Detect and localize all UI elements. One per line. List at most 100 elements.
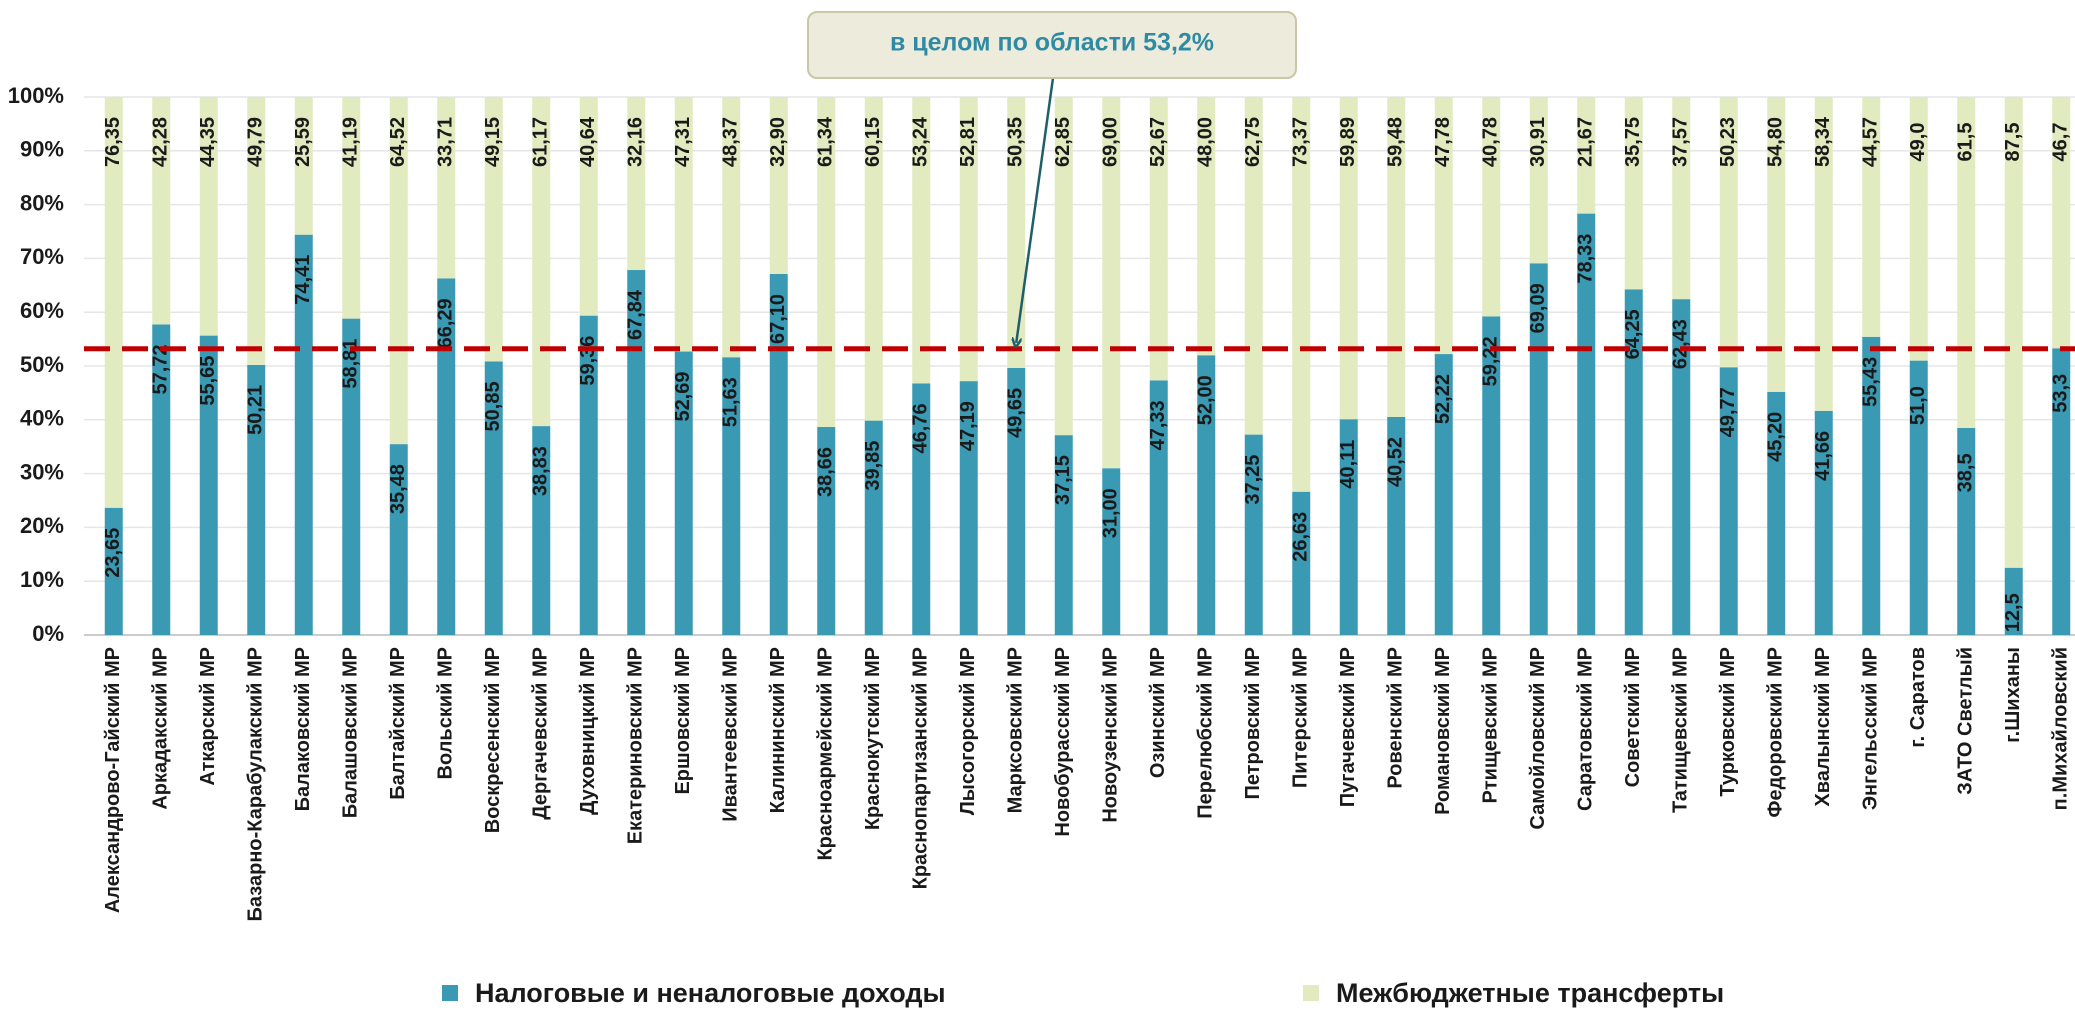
data-label: 37,15 — [1052, 455, 1074, 505]
x-tick-label: Краснокутский МР — [862, 647, 884, 830]
data-label: 31,00 — [1100, 488, 1122, 538]
bar-segment — [152, 97, 171, 325]
bar-segment — [532, 426, 551, 635]
x-tick-label: Советский МР — [1622, 647, 1644, 787]
bar-segment — [1292, 491, 1311, 635]
x-tick-label: Екатериновский МР — [625, 647, 647, 844]
bar-segment — [1482, 316, 1501, 635]
data-label: 30,91 — [1527, 117, 1549, 167]
x-tick-label: Пугачевский МР — [1337, 647, 1359, 807]
data-label: 26,63 — [1290, 512, 1312, 562]
data-label: 61,17 — [530, 117, 552, 167]
data-label: 55,43 — [1860, 357, 1882, 407]
bar-segment — [1672, 299, 1691, 635]
y-tick-label: 70% — [20, 244, 64, 269]
data-label: 48,00 — [1195, 117, 1217, 167]
y-tick-label: 60% — [20, 298, 64, 323]
x-tick-label: Перелюбский МР — [1195, 647, 1217, 819]
data-label: 52,81 — [957, 117, 979, 167]
data-label: 49,65 — [1005, 388, 1027, 438]
data-label: 61,34 — [815, 116, 837, 167]
bar-segment — [1149, 97, 1168, 381]
data-label: 59,36 — [577, 336, 599, 386]
bar-segment — [2004, 567, 2023, 635]
y-tick-label: 0% — [32, 621, 64, 646]
bar-segment — [627, 270, 646, 635]
x-tick-label: Балтайский МР — [387, 647, 409, 800]
x-tick-label: Воскресенский МР — [482, 647, 504, 833]
data-label: 57,72 — [150, 344, 172, 394]
bar-segment — [104, 507, 123, 635]
bar-segment — [1434, 97, 1453, 355]
bar-segment — [864, 420, 883, 635]
x-tick-label: Самойловский МР — [1527, 647, 1549, 830]
data-label: 46,7 — [2050, 123, 2072, 162]
annotation: в целом по области 53,2% — [890, 29, 1214, 57]
bar-segment — [579, 97, 598, 316]
data-label: 55,65 — [197, 356, 219, 406]
data-label: 50,23 — [1717, 117, 1739, 167]
data-label: 53,3 — [2050, 374, 2072, 413]
x-tick-label: Калининский МР — [767, 647, 789, 813]
x-tick-label: Лысогорский МР — [957, 647, 979, 815]
data-label: 51,0 — [1907, 386, 1929, 425]
bar-segment — [1719, 97, 1738, 368]
bar-segment — [1814, 410, 1833, 635]
data-label: 21,67 — [1575, 117, 1597, 167]
data-label: 87,5 — [2002, 123, 2024, 162]
bar-segment — [1292, 97, 1311, 492]
y-tick-label: 10% — [20, 567, 64, 592]
data-label: 47,78 — [1432, 117, 1454, 167]
data-label: 45,20 — [1765, 412, 1787, 462]
x-tick-label: Татищевский МР — [1670, 647, 1692, 813]
bar-segment — [1577, 213, 1596, 635]
x-tick-label: г. Саратов — [1907, 647, 1929, 748]
data-label: 76,35 — [102, 117, 124, 167]
data-label: 47,31 — [672, 117, 694, 167]
bar-segment — [247, 364, 266, 635]
y-tick-label: 80% — [20, 190, 64, 215]
legend-swatch — [1303, 985, 1319, 1001]
data-label: 69,00 — [1100, 117, 1122, 167]
legend-label: Налоговые и неналоговые доходы — [475, 978, 946, 1008]
data-label: 62,85 — [1052, 117, 1074, 167]
bar-segment — [959, 381, 978, 635]
bar-segment — [1197, 355, 1216, 635]
x-tick-label: Духовницкий МР — [577, 647, 599, 815]
x-tick-label: ЗАТО Светлый — [1955, 647, 1977, 795]
data-label: 23,65 — [102, 528, 124, 578]
x-tick-label: Дергачевский МР — [530, 647, 552, 820]
bar-segment — [1624, 97, 1643, 290]
data-label: 59,22 — [1480, 336, 1502, 386]
bar-segment — [1862, 97, 1881, 337]
bar-segment — [1577, 97, 1596, 214]
data-label: 58,34 — [1812, 116, 1834, 167]
bar-segment — [389, 444, 408, 635]
bar-segment — [1624, 289, 1643, 635]
data-label: 50,35 — [1005, 117, 1027, 167]
x-tick-label: Базарно-Карабулакский МР — [245, 647, 267, 921]
data-label: 40,64 — [577, 116, 599, 167]
x-tick-label: Аткарский МР — [197, 647, 219, 786]
data-label: 47,19 — [957, 401, 979, 451]
x-tick-label: Ивантеевский МР — [720, 647, 742, 822]
data-label: 59,48 — [1385, 117, 1407, 167]
legend-swatch — [442, 985, 458, 1001]
y-tick-label: 100% — [8, 83, 64, 108]
bar-segment — [912, 383, 931, 635]
x-tick-label: Ртищевский МР — [1480, 647, 1502, 804]
x-tick-label: Озинский МР — [1147, 647, 1169, 778]
legend-label: Межбюджетные трансферты — [1336, 978, 1724, 1008]
bar-segment — [152, 324, 171, 635]
x-tick-label: Марксовский МР — [1005, 647, 1027, 813]
bar-segment — [2052, 97, 2071, 349]
bar-segment — [1767, 391, 1786, 635]
data-label: 33,71 — [435, 117, 457, 167]
bar-segment — [817, 427, 836, 635]
data-label: 41,66 — [1812, 431, 1834, 481]
bar-segment — [1007, 97, 1026, 368]
data-label: 35,48 — [387, 464, 409, 514]
bar-segment — [2004, 97, 2023, 568]
data-label: 52,00 — [1195, 375, 1217, 425]
bar-segment — [1387, 417, 1406, 635]
